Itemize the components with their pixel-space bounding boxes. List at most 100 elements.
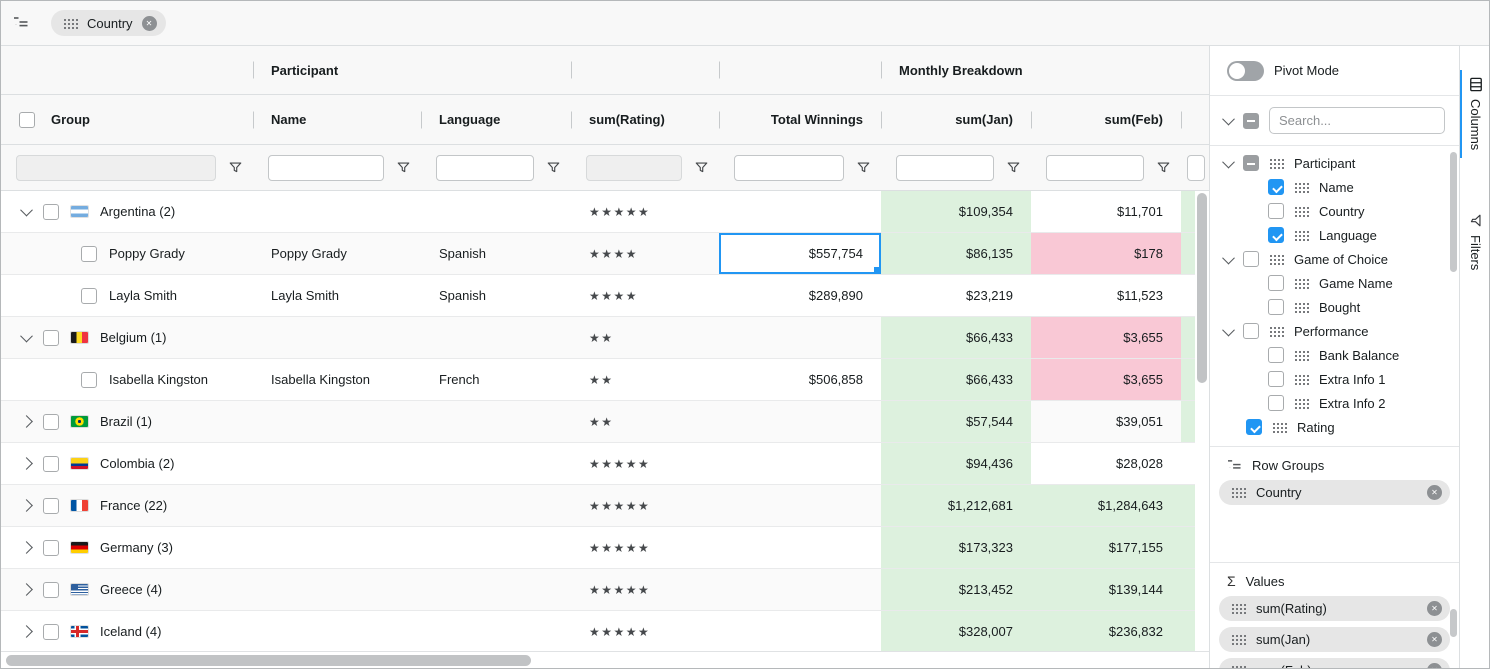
drag-grip-icon[interactable] — [1294, 229, 1309, 241]
sum-feb-cell[interactable]: $139,144 — [1031, 569, 1181, 610]
row-select-checkbox[interactable] — [43, 413, 59, 430]
sum-jan-cell[interactable]: $173,323 — [881, 527, 1031, 568]
sum-jan-cell[interactable]: $94,436 — [881, 443, 1031, 484]
column-tree-item-rating[interactable]: Rating — [1210, 415, 1459, 439]
row-select-checkbox[interactable] — [81, 245, 97, 262]
sum-jan-cell[interactable]: $328,007 — [881, 611, 1031, 651]
column-tree-item-performance[interactable]: Performance — [1210, 319, 1459, 343]
name-cell[interactable] — [253, 191, 421, 232]
column-visibility-checkbox[interactable] — [1243, 251, 1259, 267]
drag-grip-icon[interactable] — [1294, 277, 1309, 289]
column-visibility-checkbox[interactable] — [1268, 179, 1284, 195]
drag-grip-icon[interactable] — [1231, 487, 1246, 498]
column-header-sum-jan-[interactable]: sum(Jan) — [881, 95, 1031, 144]
rating-cell[interactable]: ★★★★ — [571, 275, 719, 316]
drag-grip-icon[interactable] — [1272, 421, 1287, 433]
total-winnings-cell[interactable] — [719, 191, 881, 232]
vertical-scrollbar-thumb[interactable] — [1197, 193, 1207, 383]
name-cell[interactable] — [253, 569, 421, 610]
drag-grip-icon[interactable] — [1269, 325, 1284, 337]
group-cell[interactable]: Colombia (2) — [1, 443, 253, 484]
filter-button-icon[interactable] — [397, 161, 410, 174]
name-cell[interactable] — [253, 317, 421, 358]
chevron-right-icon[interactable] — [20, 415, 33, 428]
chevron-right-icon[interactable] — [20, 541, 33, 554]
chevron-down-icon[interactable] — [1222, 251, 1235, 264]
total-winnings-cell[interactable] — [719, 485, 881, 526]
sum-jan-cell[interactable]: $66,433 — [881, 359, 1031, 400]
panel-chip-sum-feb-[interactable]: sum(Feb) ✕ — [1219, 658, 1450, 668]
remove-group-icon[interactable]: ✕ — [141, 15, 157, 31]
rating-cell[interactable]: ★★ — [571, 359, 719, 400]
floating-filter-input[interactable] — [1046, 154, 1144, 181]
group-cell[interactable]: Poppy Grady — [1, 233, 253, 274]
language-cell[interactable]: French — [439, 372, 480, 387]
chevron-down-icon[interactable] — [20, 203, 33, 217]
column-header-name[interactable]: Name — [253, 95, 421, 144]
tab-filters[interactable]: Filters — [1460, 206, 1489, 278]
total-winnings-cell[interactable] — [719, 527, 881, 568]
group-cell[interactable]: Greece (4) — [1, 569, 253, 610]
filter-button-icon[interactable] — [857, 161, 870, 174]
rating-cell[interactable]: ★★★★★ — [571, 611, 719, 651]
column-tree-item-bank-balance[interactable]: Bank Balance — [1210, 343, 1459, 367]
group-cell[interactable]: Layla Smith — [1, 275, 253, 316]
sum-feb-cell[interactable]: $3,655 — [1031, 317, 1181, 358]
column-header-language[interactable]: Language — [421, 95, 571, 144]
rating-cell[interactable]: ★★★★★ — [571, 191, 719, 232]
rating-cell[interactable]: ★★★★★ — [571, 443, 719, 484]
column-header-sum-rating-[interactable]: sum(Rating) — [571, 95, 719, 144]
sum-feb-cell[interactable]: $178 — [1031, 233, 1181, 274]
remove-chip-icon[interactable]: ✕ — [1427, 632, 1442, 647]
name-cell[interactable] — [253, 527, 421, 568]
chevron-right-icon[interactable] — [20, 457, 33, 470]
group-cell[interactable]: Argentina (2) — [1, 191, 253, 232]
language-cell[interactable] — [421, 527, 571, 568]
sum-jan-cell[interactable]: $109,354 — [881, 191, 1031, 232]
tab-columns[interactable]: Columns — [1460, 70, 1489, 159]
rating-cell[interactable]: ★★★★★ — [571, 569, 719, 610]
name-cell[interactable]: Isabella Kingston — [271, 372, 371, 387]
column-tree-item-name[interactable]: Name — [1210, 175, 1459, 199]
row-select-checkbox[interactable] — [43, 623, 59, 640]
filter-button-icon[interactable] — [1157, 161, 1170, 174]
horizontal-scrollbar-thumb[interactable] — [6, 655, 531, 666]
drag-grip-icon[interactable] — [1294, 349, 1309, 361]
horizontal-scrollbar[interactable] — [1, 651, 1209, 668]
column-visibility-checkbox[interactable] — [1268, 203, 1284, 219]
floating-filter-input[interactable] — [436, 154, 534, 181]
chevron-down-icon[interactable] — [1222, 323, 1235, 336]
sum-jan-cell[interactable]: $57,544 — [881, 401, 1031, 442]
sum-jan-cell[interactable]: $86,135 — [881, 233, 1031, 274]
language-cell[interactable] — [421, 485, 571, 526]
column-tree-item-language[interactable]: Language — [1210, 223, 1459, 247]
name-cell[interactable] — [253, 401, 421, 442]
sum-jan-cell[interactable]: $23,219 — [966, 288, 1013, 303]
row-select-checkbox[interactable] — [43, 455, 59, 472]
row-select-checkbox[interactable] — [43, 203, 59, 220]
column-tree-item-bought[interactable]: Bought — [1210, 295, 1459, 319]
column-visibility-checkbox[interactable] — [1268, 227, 1284, 243]
language-cell[interactable] — [421, 191, 571, 232]
row-select-checkbox[interactable] — [43, 329, 59, 346]
group-cell[interactable]: Isabella Kingston — [1, 359, 253, 400]
column-header-sum-feb-[interactable]: sum(Feb) — [1031, 95, 1181, 144]
column-search-input[interactable] — [1269, 107, 1445, 134]
drag-grip-icon[interactable] — [1294, 301, 1309, 313]
header-select-all-checkbox[interactable] — [19, 111, 35, 128]
sum-feb-cell[interactable]: $177,155 — [1031, 527, 1181, 568]
chevron-down-icon[interactable] — [1222, 155, 1235, 168]
group-cell[interactable]: Belgium (1) — [1, 317, 253, 358]
language-cell[interactable]: Spanish — [439, 288, 486, 303]
column-visibility-checkbox[interactable] — [1243, 323, 1259, 339]
drag-grip-icon[interactable] — [1269, 253, 1284, 265]
sum-feb-cell[interactable]: $28,028 — [1116, 456, 1163, 471]
drag-grip-icon[interactable] — [1294, 397, 1309, 409]
rating-cell[interactable]: ★★★★★ — [571, 485, 719, 526]
tree-scrollbar-thumb[interactable] — [1450, 152, 1457, 272]
sum-feb-cell[interactable]: $3,655 — [1031, 359, 1181, 400]
language-cell[interactable]: Spanish — [439, 246, 486, 261]
drag-grip-icon[interactable] — [1294, 205, 1309, 217]
group-cell[interactable]: Iceland (4) — [1, 611, 253, 651]
total-winnings-cell[interactable]: $557,754 — [719, 233, 881, 274]
